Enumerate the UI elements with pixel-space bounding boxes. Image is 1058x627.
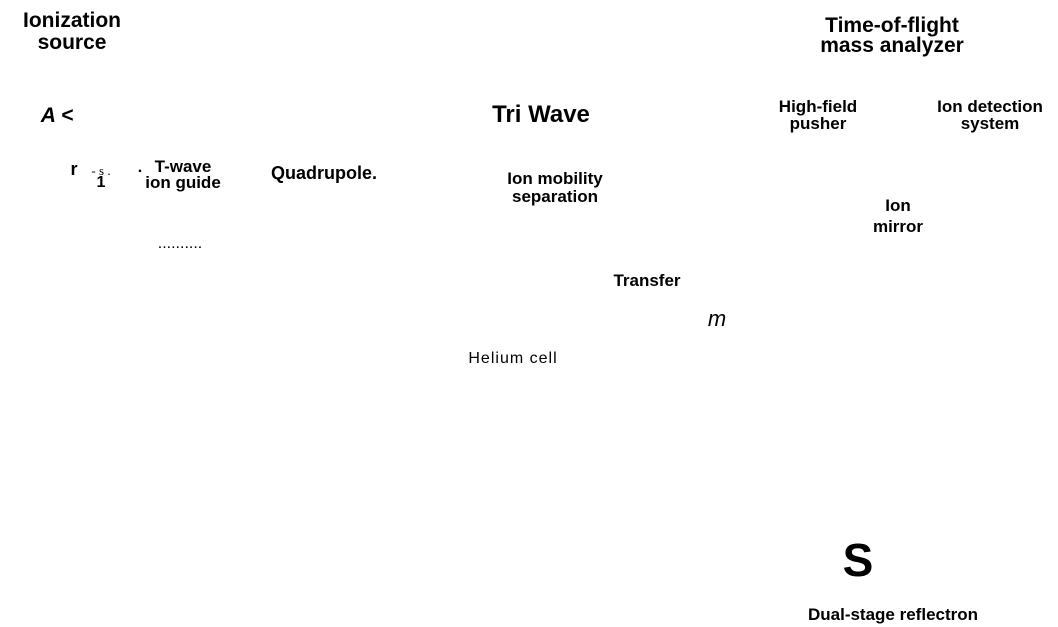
m-label: m (707, 306, 727, 331)
label-line: High-field (778, 97, 858, 116)
tof-analyzer-label: Time-of-flight mass analyzer (820, 14, 964, 57)
label-line: Ionization (23, 9, 121, 32)
label-line: Time-of-flight (825, 14, 959, 37)
label-line: ion guide (145, 173, 221, 193)
pusher-label: High-field pusher (779, 98, 857, 132)
fragment-label: 1 (96, 174, 106, 191)
t-wave-label: T-wave ion guide (145, 157, 221, 193)
label-line: system (960, 114, 1020, 133)
triwave-label: Tri Wave (492, 101, 590, 128)
label-line: Ion (885, 196, 911, 215)
label-line: T-wave (154, 157, 212, 176)
quadrupole-label: Quadrupole. (270, 163, 378, 183)
label-line: separation (512, 186, 598, 206)
label-line: Ion mobility (507, 169, 603, 188)
detection-label: Ion detection system (937, 98, 1043, 132)
ion-mobility-label: Ion mobility separation (507, 170, 602, 206)
marker-label: A < (40, 104, 74, 127)
helium-cell-label: Helium cell (468, 350, 558, 367)
fragment-label: r (70, 159, 78, 179)
dots: .......... (157, 235, 203, 252)
label-line: mass analyzer (820, 33, 964, 57)
ion-mirror-label: Ion mirror (873, 195, 923, 238)
fragment-label: . (137, 159, 143, 176)
transfer-label: Transfer (613, 271, 681, 290)
label-line: pusher (789, 114, 847, 133)
s-label: S (842, 534, 874, 586)
ionization-source-label: Ionization source (23, 9, 121, 55)
label-line: Ion detection (937, 97, 1043, 116)
reflectron-label: Dual-stage reflectron (807, 605, 979, 624)
label-line: source (37, 31, 107, 55)
fragment-label: - s . (91, 163, 111, 178)
label-line: mirror (872, 217, 924, 237)
